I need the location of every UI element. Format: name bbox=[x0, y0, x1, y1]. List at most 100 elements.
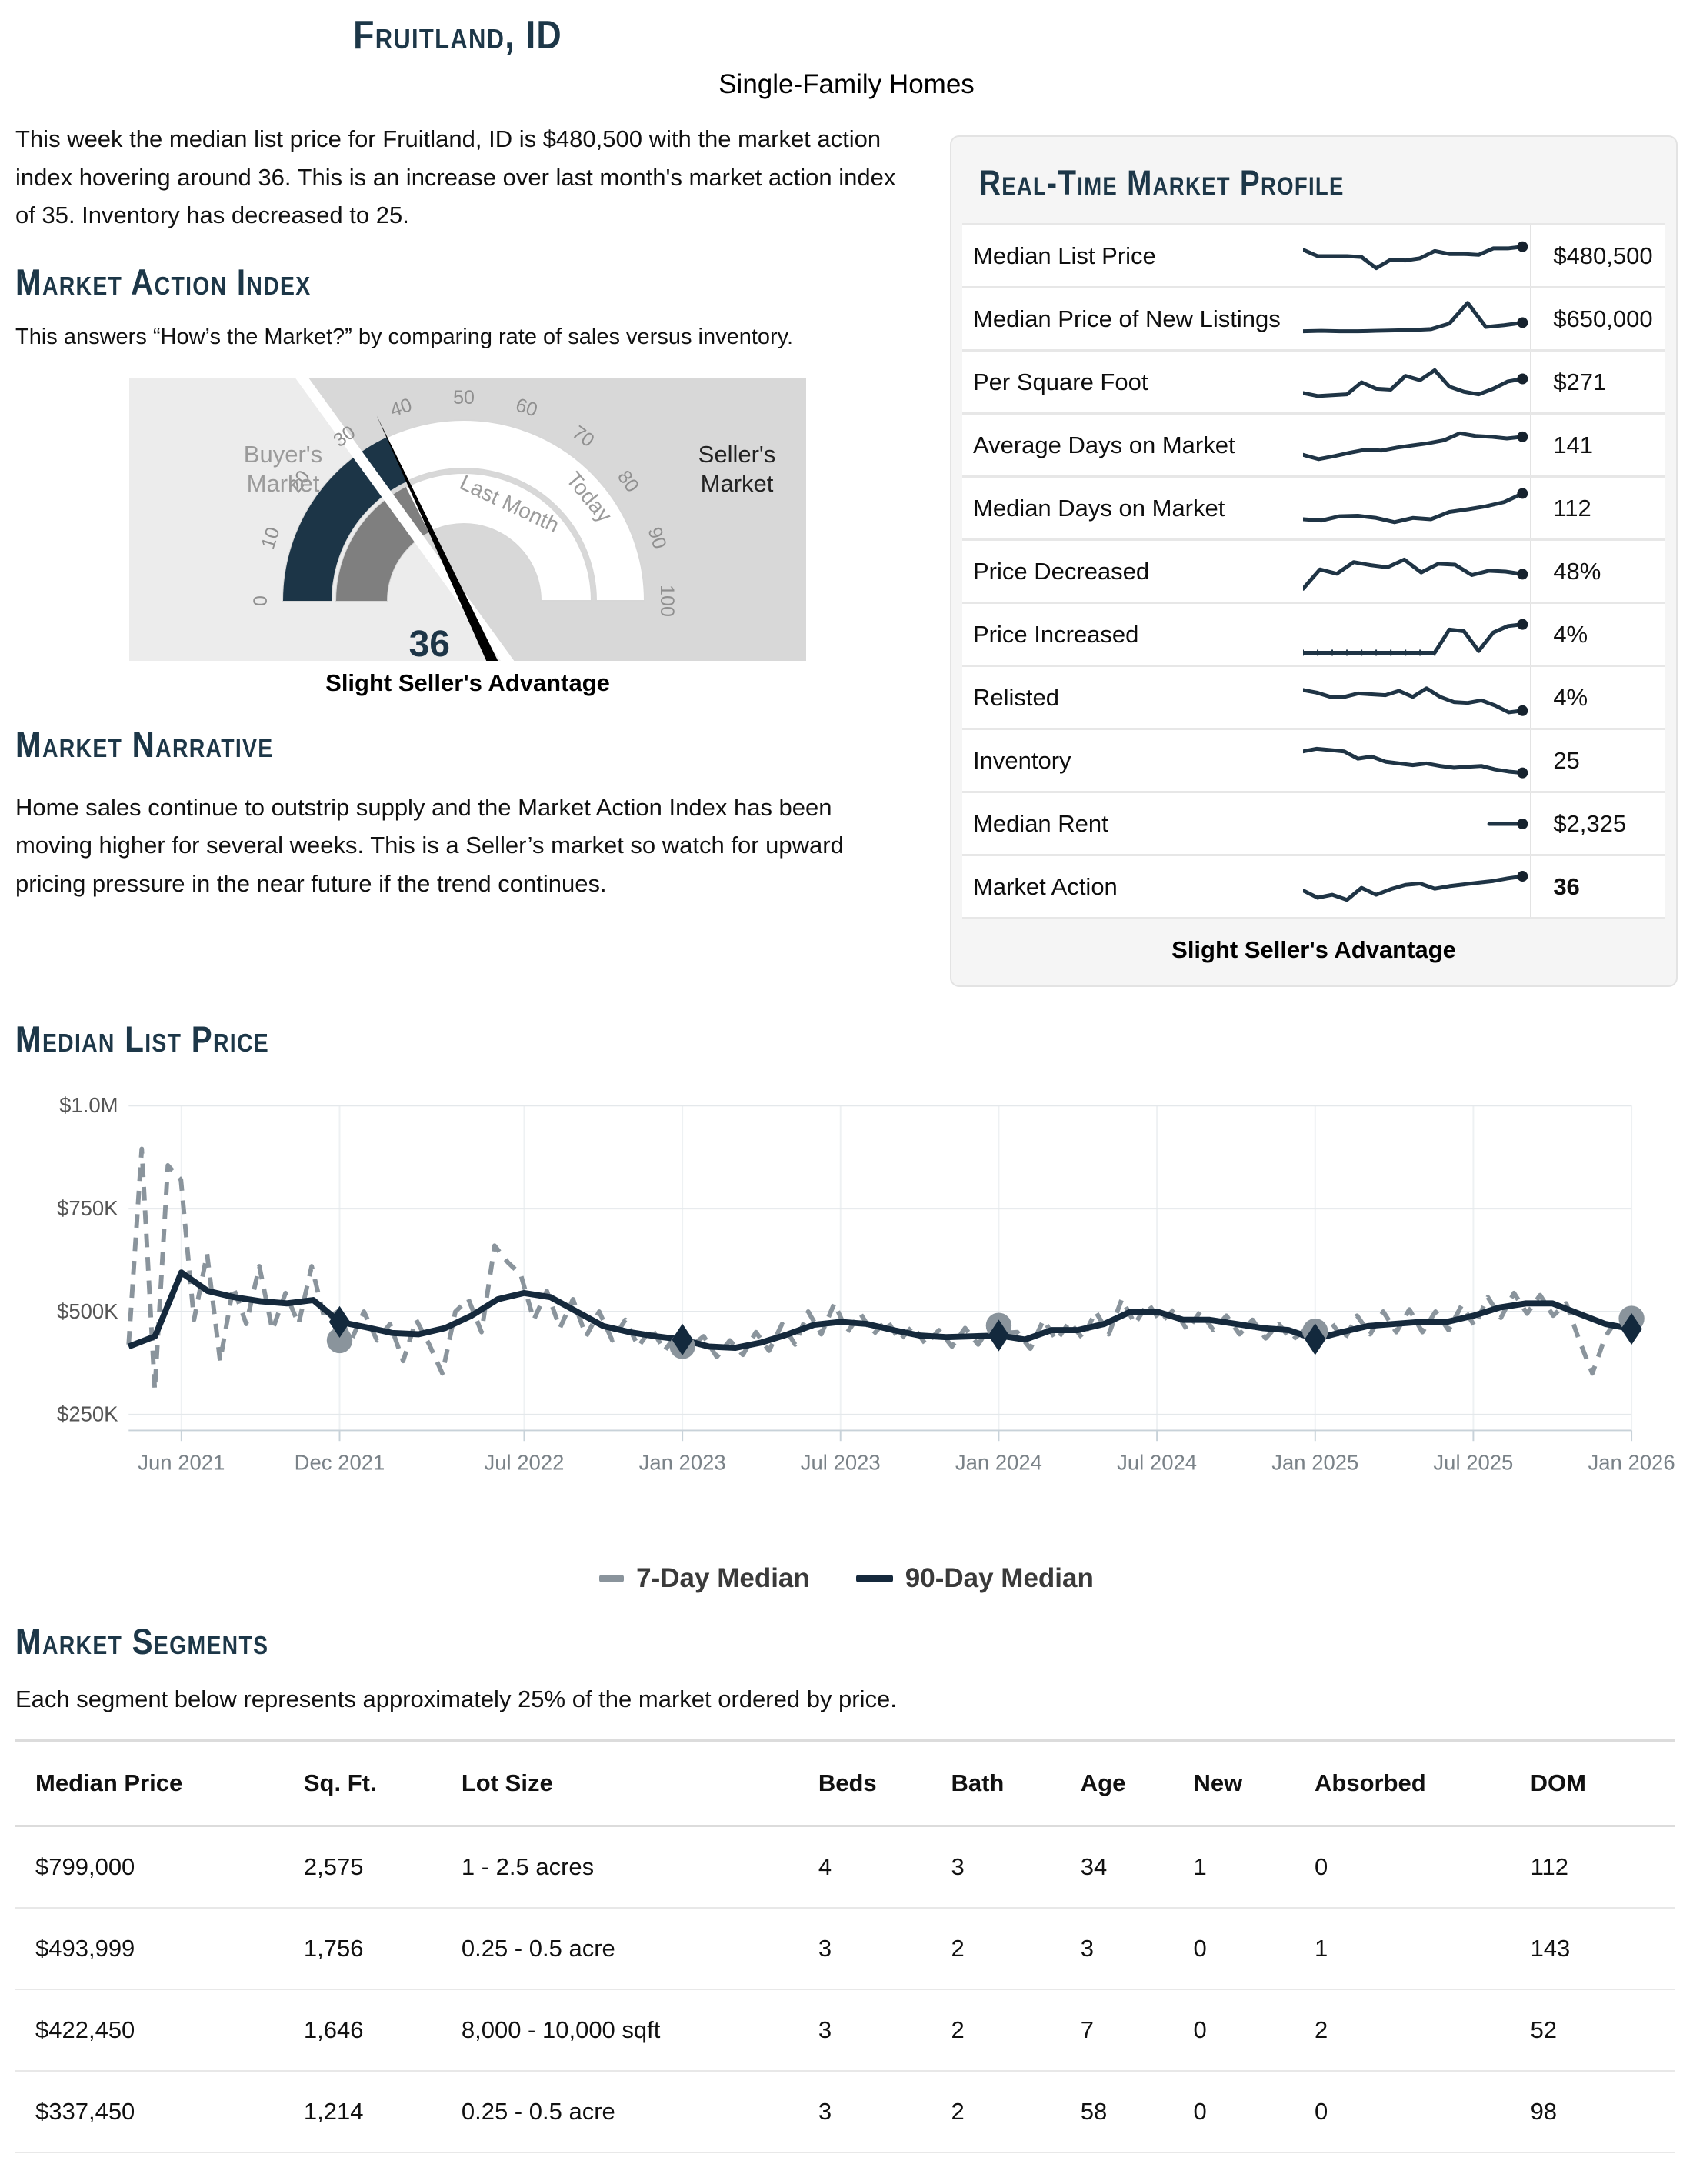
y-axis-label: $750K bbox=[57, 1196, 118, 1220]
legend-swatch-7day bbox=[599, 1575, 625, 1583]
x-axis-label: Jul 2024 bbox=[1117, 1451, 1197, 1475]
segments-cell: 1 - 2.5 acres bbox=[455, 1826, 812, 1909]
market-segments-heading: Market Segments bbox=[15, 1621, 269, 1662]
profile-row-label: Price Decreased bbox=[973, 557, 1150, 585]
legend-label-7day: 7-Day Median bbox=[636, 1563, 810, 1594]
segments-column-header: Lot Size bbox=[455, 1739, 812, 1828]
y-axis-label: $1.0M bbox=[59, 1093, 118, 1117]
profile-row-value: 48% bbox=[1530, 541, 1661, 602]
profile-row: Relisted 4% bbox=[962, 667, 1665, 730]
profile-row: Median Price of New Listings $650,000 bbox=[962, 288, 1665, 352]
segments-cell: 1,214 bbox=[297, 2071, 455, 2154]
segments-cell: 58 bbox=[1074, 2071, 1188, 2154]
profile-row: Price Decreased 48% bbox=[962, 541, 1665, 604]
profile-row-label: Price Increased bbox=[973, 620, 1139, 648]
profile-row-value: 25 bbox=[1530, 730, 1661, 791]
y-axis-label: $250K bbox=[57, 1402, 118, 1426]
market-action-index-description: This answers “How’s the Market?” by comp… bbox=[15, 324, 794, 349]
series-7day-line bbox=[126, 1146, 1632, 1392]
profile-row-value: 4% bbox=[1530, 667, 1661, 728]
profile-row-value: 36 bbox=[1530, 856, 1661, 917]
segments-column-header: Absorbed bbox=[1308, 1739, 1525, 1828]
profile-row-label: Inventory bbox=[973, 746, 1071, 774]
segments-column-header: Beds bbox=[812, 1739, 945, 1828]
segments-cell: 0 bbox=[1187, 1989, 1309, 2072]
profile-row: Market Action 36 bbox=[962, 856, 1665, 919]
legend-item-7day: 7-Day Median bbox=[599, 1563, 810, 1594]
page-title: Fruitland, ID bbox=[353, 13, 562, 58]
profile-row: Median List Price $480,500 bbox=[962, 225, 1665, 288]
segments-cell: 7 bbox=[1074, 1989, 1188, 2072]
segments-cell: 0.25 - 0.5 acre bbox=[455, 2071, 812, 2154]
profile-row-sparkline bbox=[1303, 795, 1530, 853]
legend-swatch-90day bbox=[855, 1575, 893, 1583]
segments-cell: 0 bbox=[1308, 2071, 1525, 2154]
segments-cell: 1 bbox=[1308, 1908, 1525, 1991]
segments-cell: 4 bbox=[812, 1826, 945, 1909]
profile-row-label: Per Square Foot bbox=[973, 368, 1148, 395]
segments-row: $422,450 1,646 8,000 - 10,000 sqft 3 2 7 0 2 52 bbox=[15, 1989, 1675, 2072]
segments-cell: 2 bbox=[945, 1989, 1075, 2072]
segments-cell: 3 bbox=[812, 2071, 945, 2154]
x-axis-label: Jan 2025 bbox=[1271, 1451, 1358, 1475]
segments-cell: 112 bbox=[1524, 1826, 1675, 1909]
segments-cell: 8,000 - 10,000 sqft bbox=[455, 1989, 812, 2072]
profile-row-label: Average Days on Market bbox=[973, 431, 1235, 458]
legend-label-90day: 90-Day Median bbox=[905, 1563, 1094, 1594]
segments-column-header: Sq. Ft. bbox=[297, 1739, 455, 1828]
x-axis-label: Jul 2022 bbox=[484, 1451, 564, 1475]
median-list-price-chart: $1.0M $750K $500K $250K Jun 2021 Dec 2021 Jul … bbox=[15, 1075, 1677, 1559]
intro-paragraph: This week the median list price for Frui… bbox=[15, 125, 896, 229]
profile-row: Median Rent $2,325 bbox=[962, 793, 1665, 856]
left-column: This week the median list price for Frui… bbox=[15, 120, 931, 903]
marker-90day bbox=[328, 1305, 351, 1338]
median-list-price-heading: Median List Price bbox=[15, 1019, 269, 1059]
segments-cell: 0 bbox=[1308, 1826, 1525, 1909]
market-action-gauge: 0 10 20 30 40 50 60 70 80 90 100 Last Month Today 36 B… bbox=[129, 377, 806, 665]
gauge-tick-label: 50 bbox=[453, 387, 475, 408]
segments-cell: 3 bbox=[812, 1908, 945, 1991]
y-axis-label: $500K bbox=[57, 1299, 118, 1323]
x-axis-label: Jan 2024 bbox=[955, 1451, 1042, 1475]
segments-row: $337,450 1,214 0.25 - 0.5 acre 3 2 58 0 0 98 bbox=[15, 2071, 1675, 2154]
real-time-market-profile-panel: Real-Time Market Profile Median List Pri… bbox=[950, 135, 1678, 987]
segments-cell: 2 bbox=[1308, 1989, 1525, 2072]
profile-row-value: 112 bbox=[1530, 478, 1661, 538]
profile-row-sparkline bbox=[1303, 732, 1530, 790]
profile-row-sparkline bbox=[1303, 227, 1530, 285]
x-axis-label: Jan 2023 bbox=[639, 1451, 726, 1475]
segments-cell: 0 bbox=[1187, 2071, 1309, 2154]
profile-row-sparkline bbox=[1303, 605, 1530, 664]
x-axis-label: Jul 2023 bbox=[801, 1451, 881, 1475]
segments-row: $799,000 2,575 1 - 2.5 acres 4 3 34 1 0 112 bbox=[15, 1826, 1675, 1909]
marker-90day bbox=[988, 1319, 1010, 1352]
segments-cell: $422,450 bbox=[15, 1989, 298, 2072]
segments-cell: 1,756 bbox=[297, 1908, 455, 1991]
market-narrative-heading: Market Narrative bbox=[15, 723, 274, 765]
segments-cell: $493,999 bbox=[15, 1908, 298, 1991]
x-axis-label: Jan 2026 bbox=[1588, 1451, 1675, 1475]
profile-status-label: Slight Seller's Advantage bbox=[1171, 936, 1456, 963]
segments-cell: 143 bbox=[1524, 1908, 1675, 1991]
gauge-tick-label: 100 bbox=[656, 585, 678, 617]
profile-row-sparkline bbox=[1303, 290, 1530, 348]
profile-heading: Real-Time Market Profile bbox=[979, 163, 1345, 202]
profile-row-label: Median List Price bbox=[973, 242, 1156, 269]
profile-row: Per Square Foot $271 bbox=[962, 352, 1665, 415]
profile-row-value: 4% bbox=[1530, 604, 1661, 665]
segments-cell: 1,646 bbox=[297, 1989, 455, 2072]
segments-cell: 3 bbox=[1074, 1908, 1188, 1991]
gauge-value: 36 bbox=[409, 624, 450, 661]
legend-item-90day: 90-Day Median bbox=[855, 1563, 1094, 1594]
marker-7day bbox=[326, 1327, 353, 1354]
segments-cell: 2 bbox=[945, 1908, 1075, 1991]
profile-row-value: 141 bbox=[1530, 415, 1661, 475]
segments-cell: 3 bbox=[812, 1989, 945, 2072]
segments-cell: $799,000 bbox=[15, 1826, 298, 1909]
series-90day-line bbox=[127, 1269, 1632, 1352]
profile-row: Median Days on Market 112 bbox=[962, 478, 1665, 541]
profile-row-sparkline bbox=[1303, 479, 1530, 538]
segments-row: $493,999 1,756 0.25 - 0.5 acre 3 2 3 0 1 143 bbox=[15, 1908, 1675, 1991]
profile-row: Price Increased 4% bbox=[962, 604, 1665, 667]
profile-row-label: Relisted bbox=[973, 683, 1059, 711]
